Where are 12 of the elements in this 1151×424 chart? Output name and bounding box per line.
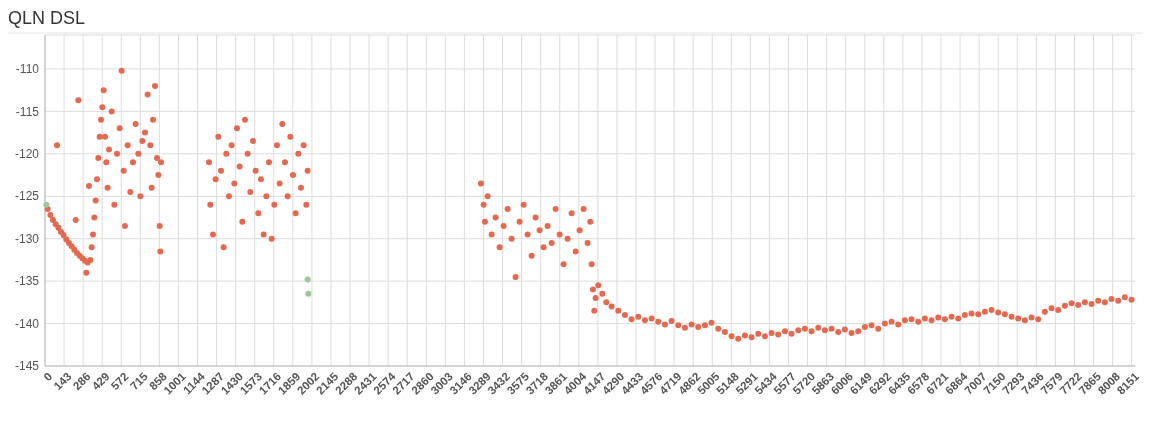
chart-title: QLN DSL <box>8 8 86 28</box>
y-tick-label: -130 <box>14 231 40 246</box>
point <box>304 276 311 283</box>
y-tick-label: -120 <box>14 147 40 162</box>
y-tick-label: -125 <box>14 189 40 204</box>
y-tick-label: -135 <box>14 274 40 289</box>
y-tick-label: -110 <box>15 62 40 77</box>
y-tick-label: -140 <box>14 316 40 331</box>
point <box>43 201 50 208</box>
y-tick-label: -115 <box>15 104 40 119</box>
y-tick-label: -145 <box>14 359 40 374</box>
point <box>305 290 312 297</box>
